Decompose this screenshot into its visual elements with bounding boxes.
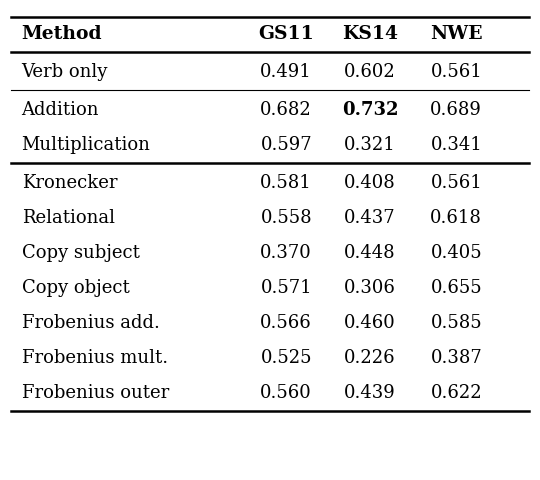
Text: Frobenius mult.: Frobenius mult.	[22, 349, 168, 367]
Text: 0.655: 0.655	[430, 279, 482, 297]
Text: 0.439: 0.439	[344, 384, 396, 402]
Text: 0.732: 0.732	[342, 101, 398, 119]
Text: Relational: Relational	[22, 209, 114, 227]
Text: 0.387: 0.387	[430, 349, 482, 367]
Text: 0.682: 0.682	[260, 101, 312, 119]
Text: 0.460: 0.460	[344, 314, 396, 332]
Text: 0.560: 0.560	[260, 384, 312, 402]
Text: 0.341: 0.341	[430, 136, 482, 154]
Text: 0.597: 0.597	[260, 136, 312, 154]
Text: 0.602: 0.602	[344, 63, 396, 81]
Text: 0.571: 0.571	[260, 279, 312, 297]
Text: Verb only: Verb only	[22, 63, 108, 81]
Text: 0.306: 0.306	[344, 279, 396, 297]
Text: Copy subject: Copy subject	[22, 244, 139, 262]
Text: KS14: KS14	[342, 25, 398, 43]
Text: 0.226: 0.226	[344, 349, 396, 367]
Text: 0.622: 0.622	[430, 384, 482, 402]
Text: 0.491: 0.491	[260, 63, 312, 81]
Text: Frobenius outer: Frobenius outer	[22, 384, 169, 402]
Text: 0.448: 0.448	[344, 244, 396, 262]
Text: 0.525: 0.525	[260, 349, 312, 367]
Text: 0.370: 0.370	[260, 244, 312, 262]
Text: Method: Method	[22, 25, 102, 43]
Text: 0.561: 0.561	[430, 174, 482, 192]
Text: Addition: Addition	[22, 101, 99, 119]
Text: 0.558: 0.558	[260, 209, 312, 227]
Text: 0.408: 0.408	[344, 174, 396, 192]
Text: 0.405: 0.405	[430, 244, 482, 262]
Text: 0.321: 0.321	[344, 136, 396, 154]
Text: Copy object: Copy object	[22, 279, 130, 297]
Text: Kronecker: Kronecker	[22, 174, 117, 192]
Text: 0.561: 0.561	[430, 63, 482, 81]
Text: Multiplication: Multiplication	[22, 136, 151, 154]
Text: NWE: NWE	[430, 25, 483, 43]
Text: 0.437: 0.437	[344, 209, 396, 227]
Text: Frobenius add.: Frobenius add.	[22, 314, 159, 332]
Text: 0.689: 0.689	[430, 101, 482, 119]
Text: 0.581: 0.581	[260, 174, 312, 192]
Text: 0.566: 0.566	[260, 314, 312, 332]
Text: 0.618: 0.618	[430, 209, 482, 227]
Text: GS11: GS11	[258, 25, 314, 43]
Text: 0.585: 0.585	[430, 314, 482, 332]
